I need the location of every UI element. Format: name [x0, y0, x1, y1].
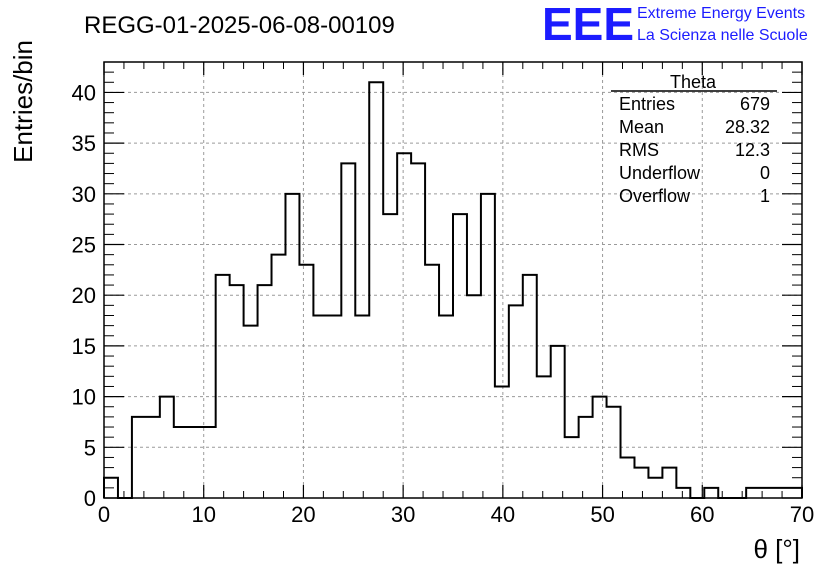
y-tick-label: 25 — [72, 233, 96, 258]
histogram-bin — [383, 214, 397, 498]
stats-label: Mean — [619, 117, 664, 137]
y-tick-label: 40 — [72, 80, 96, 105]
histogram-bin — [132, 417, 146, 498]
histogram-bin — [579, 417, 593, 498]
x-tick-labels: 0 10 20 30 40 50 60 70 — [98, 502, 814, 527]
histogram-bin — [439, 315, 453, 498]
y-tick-label: 10 — [72, 385, 96, 410]
y-tick-label: 5 — [84, 435, 96, 460]
stats-box: Theta Entries 679 Mean 28.32 RMS 12.3 Underflo… — [611, 72, 777, 206]
histogram-bin — [355, 315, 369, 498]
y-axis-title: Entries/bin — [8, 40, 38, 163]
y-tick-labels: 0 5 10 15 20 25 30 35 40 — [72, 80, 96, 511]
x-tick-label: 20 — [291, 502, 315, 527]
histogram-bin — [313, 315, 327, 498]
y-tick-label: 35 — [72, 131, 96, 156]
histogram-bin — [244, 326, 258, 498]
histogram-bin — [188, 427, 202, 498]
stats-title: Theta — [670, 72, 717, 92]
x-tick-label: 60 — [690, 502, 714, 527]
x-tick-label: 0 — [98, 502, 110, 527]
histogram-bin — [453, 214, 467, 498]
logo-line-1: Extreme Energy Events — [637, 5, 805, 22]
y-tick-label: 20 — [72, 283, 96, 308]
y-tick-label: 15 — [72, 334, 96, 359]
x-tick-label: 10 — [191, 502, 215, 527]
stats-value: 0 — [760, 163, 770, 183]
eee-logo: EEE Extreme Energy Events La Scienza nel… — [542, 0, 808, 50]
logo-line-2: La Scienza nelle Scuole — [637, 27, 808, 44]
x-tick-label: 70 — [790, 502, 814, 527]
histogram-bin — [341, 163, 355, 498]
histogram-bin — [662, 468, 676, 498]
histogram-bin — [397, 153, 411, 498]
histogram-outline — [103, 81, 803, 499]
histogram-bin — [565, 437, 579, 498]
histogram-bin — [509, 305, 523, 498]
stats-value: 12.3 — [735, 140, 770, 160]
histogram-bin — [774, 488, 788, 498]
stats-value: 28.32 — [725, 117, 770, 137]
stats-label: RMS — [619, 140, 659, 160]
chart-title: REGG-01-2025-06-08-00109 — [84, 12, 395, 39]
histogram-bin — [369, 82, 383, 498]
histogram-bin — [174, 427, 188, 498]
stats-label: Entries — [619, 94, 675, 114]
stats-rows: Entries 679 Mean 28.32 RMS 12.3 Underflow 0 Over… — [619, 94, 770, 206]
histogram-bin — [704, 488, 718, 498]
stats-value: 679 — [740, 94, 770, 114]
y-tick-label: 30 — [72, 182, 96, 207]
histogram-bin — [299, 265, 313, 498]
histogram-bin — [216, 275, 230, 498]
logo-letters: EEE — [542, 0, 634, 50]
axis-ticks — [103, 62, 803, 499]
histogram-bin — [327, 315, 341, 498]
histogram-bin — [495, 386, 509, 498]
x-tick-label: 40 — [491, 502, 515, 527]
histogram-bin — [648, 478, 662, 498]
plot-frame — [103, 61, 803, 499]
x-tick-label: 30 — [391, 502, 415, 527]
stats-label: Overflow — [619, 186, 691, 206]
stats-label: Underflow — [619, 163, 701, 183]
histogram-bin — [634, 468, 648, 498]
x-tick-label: 50 — [590, 502, 614, 527]
y-tick-label: 0 — [84, 486, 96, 511]
grid-lines — [104, 62, 802, 498]
histogram-bin — [258, 285, 272, 498]
histogram-bin — [425, 265, 439, 498]
histogram-bin — [551, 346, 565, 498]
histogram-bin — [411, 163, 425, 498]
histogram-bin — [272, 255, 286, 498]
histogram-bin — [676, 488, 690, 498]
histogram-bin — [537, 376, 551, 498]
histogram-bin — [746, 488, 760, 498]
x-axis-title: θ [°] — [753, 534, 800, 564]
histogram-bin — [523, 275, 537, 498]
histogram-bin — [146, 417, 160, 498]
histogram-bin — [230, 285, 244, 498]
stats-value: 1 — [760, 186, 770, 206]
histogram-bin — [788, 488, 802, 498]
histogram-bin — [607, 407, 621, 498]
